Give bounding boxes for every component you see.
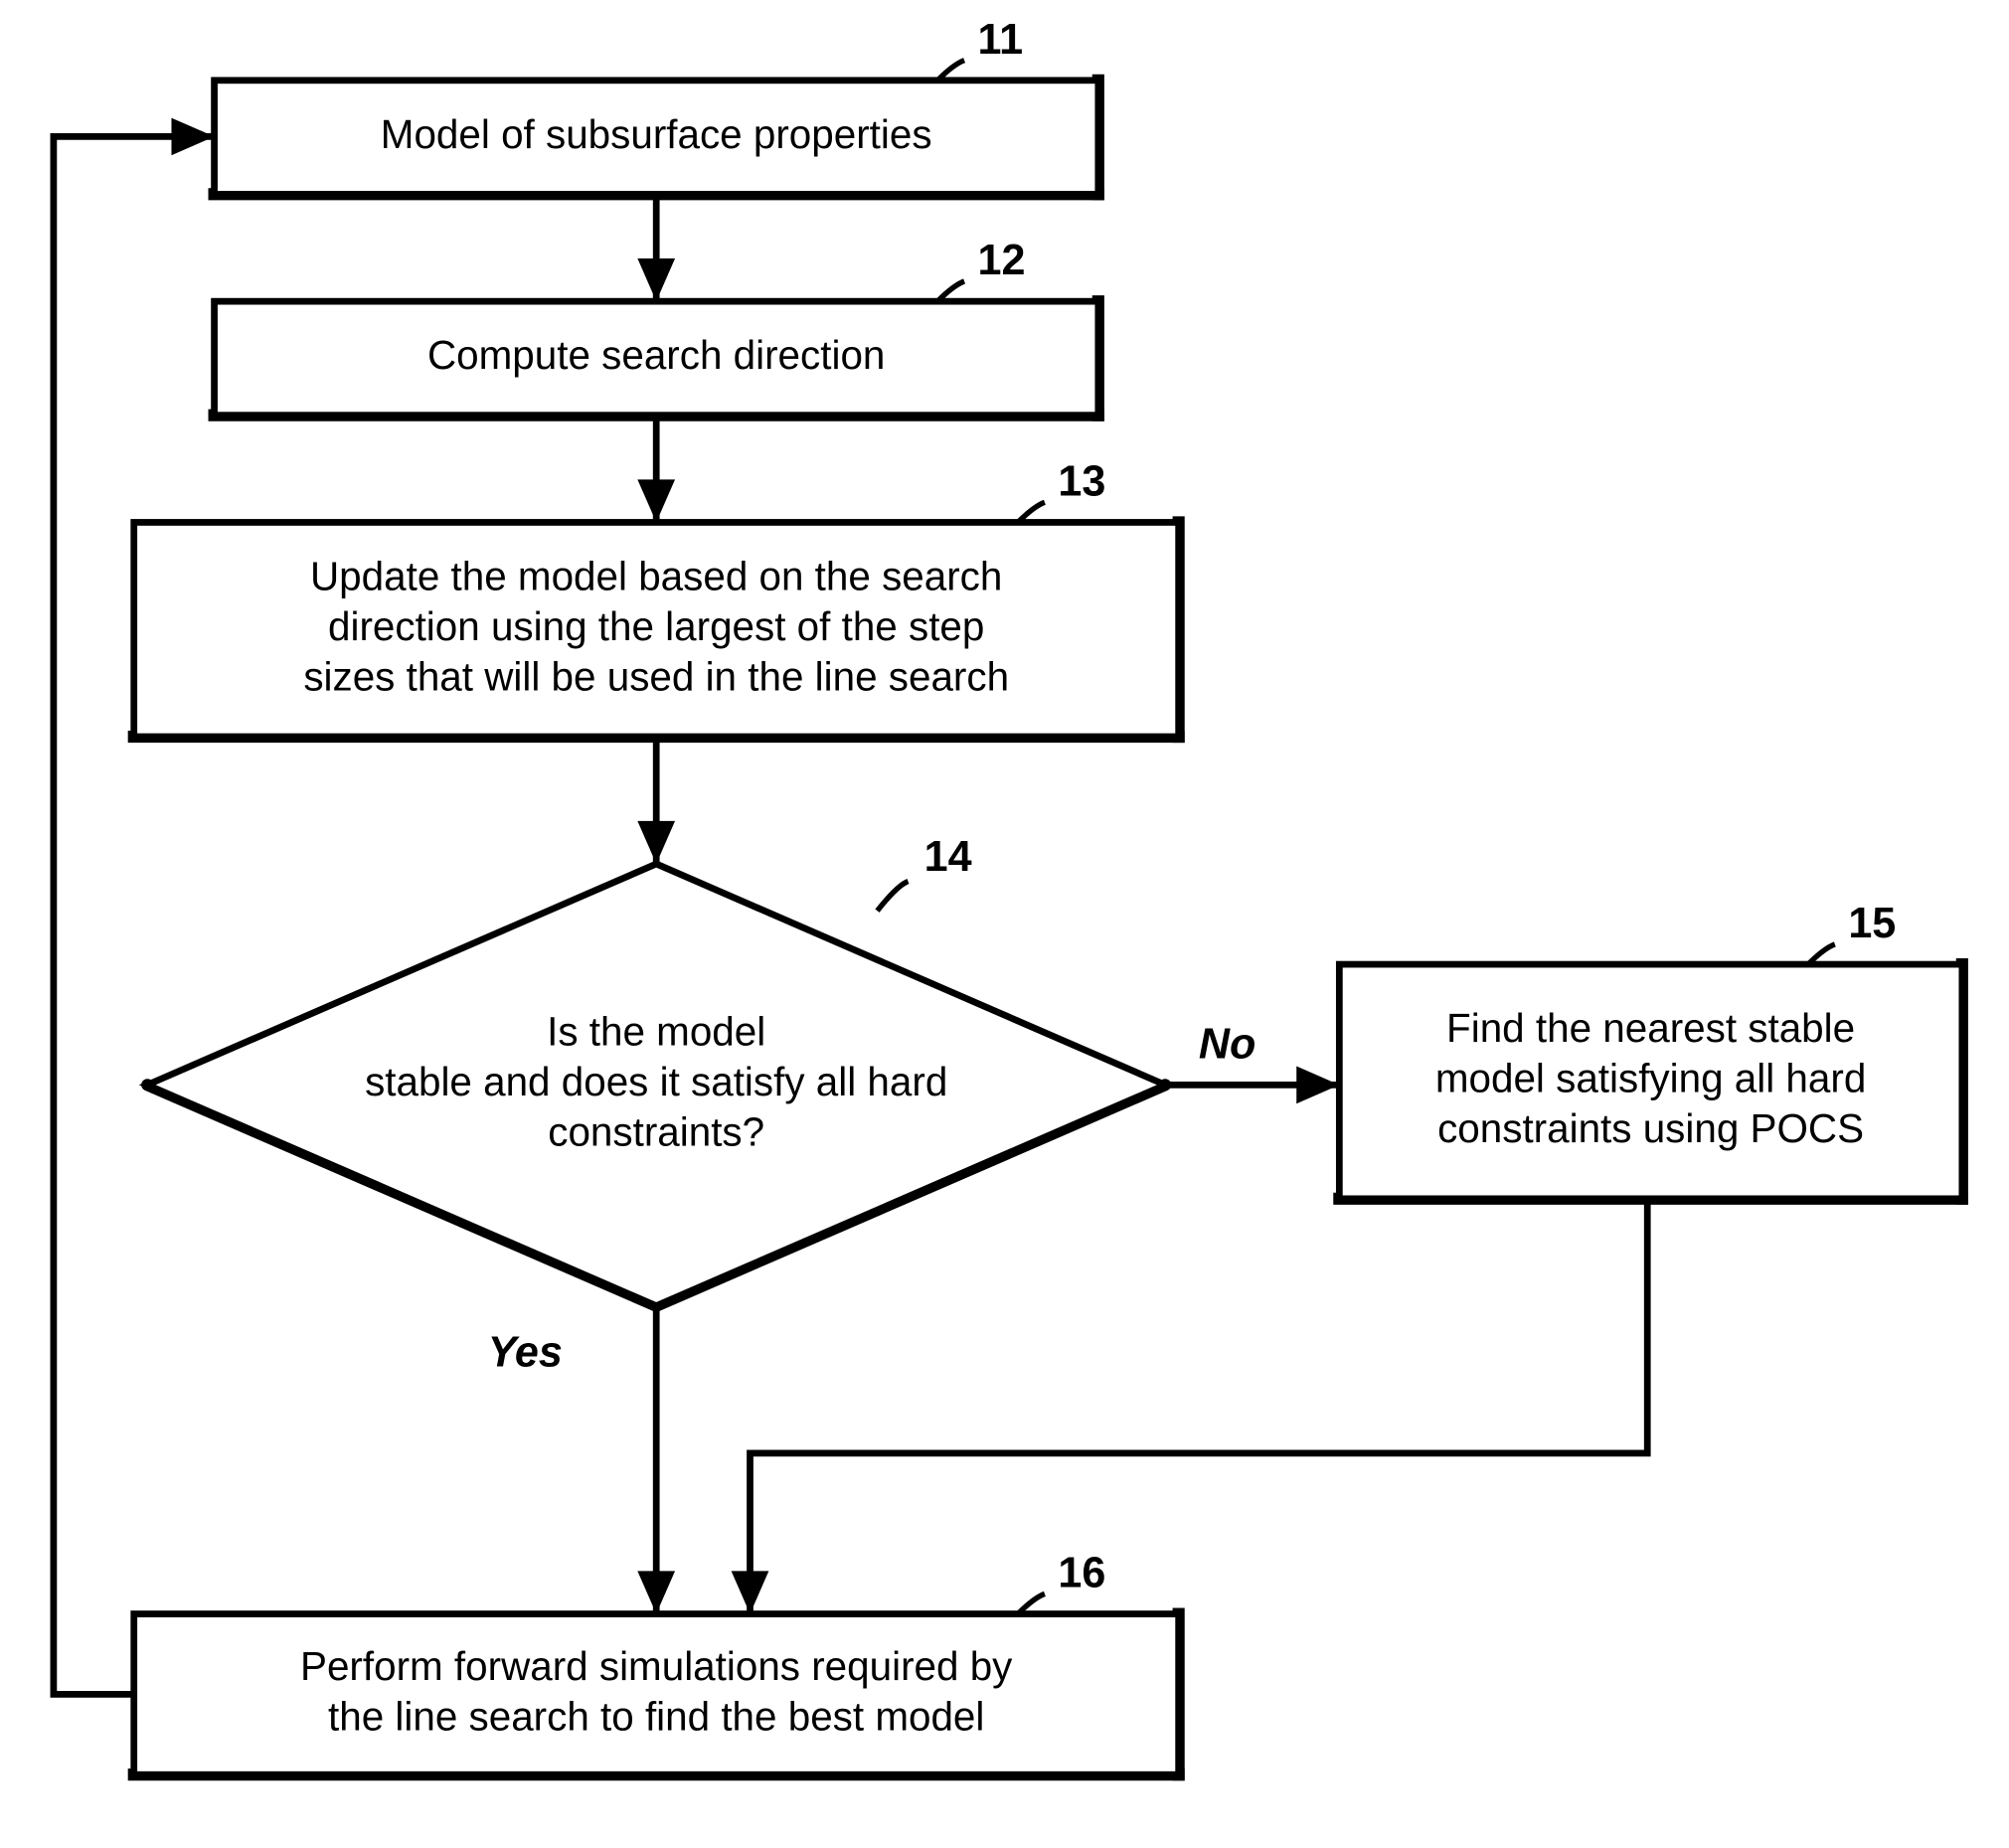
flowchart: Model of subsurface properties 11 Compute … [0, 0, 2009, 1848]
edge-e_15_16 [751, 1199, 1648, 1614]
edge-e_16_11 [54, 136, 215, 1694]
node-15-text: Find the nearest stable [1446, 1005, 1855, 1051]
node-13-text: direction using the largest of the step [328, 603, 984, 649]
node-13-ref: 13 [1058, 458, 1105, 506]
node-12-text: Compute search direction [427, 332, 885, 378]
node-16-ref: 16 [1058, 1550, 1105, 1597]
node-14-text: stable and does it satisfy all hard [365, 1059, 947, 1104]
node-13-text: sizes that will be used in the line sear… [303, 653, 1009, 699]
node-15-text: constraints using POCS [1437, 1105, 1864, 1151]
node-14-ref-hook [878, 882, 909, 912]
node-16-text: the line search to find the best model [328, 1693, 984, 1739]
edge-e_14_16-label: Yes [488, 1328, 563, 1376]
node-11-text: Model of subsurface properties [381, 111, 932, 157]
node-14-ref: 14 [924, 833, 972, 881]
node-11-ref: 11 [978, 16, 1024, 64]
node-15-ref: 15 [1848, 900, 1896, 947]
node-15-text: model satisfying all hard [1435, 1056, 1866, 1101]
edge-e_14_15-label: No [1199, 1020, 1256, 1068]
node-16-text: Perform forward simulations required by [300, 1643, 1013, 1689]
node-13-text: Update the model based on the search [310, 553, 1002, 598]
node-14-text: constraints? [548, 1109, 764, 1155]
node-12-ref: 12 [978, 237, 1026, 284]
node-14-text: Is the model [547, 1008, 765, 1054]
